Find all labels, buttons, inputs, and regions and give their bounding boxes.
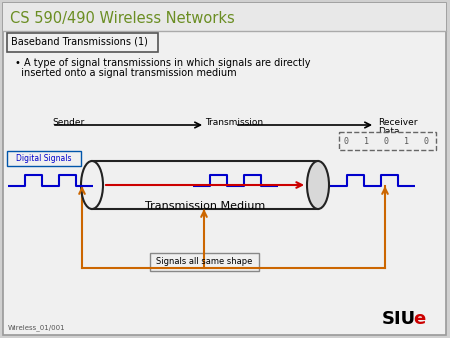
Ellipse shape — [307, 161, 329, 209]
Text: Transmission Medium: Transmission Medium — [145, 201, 265, 211]
Text: SIU: SIU — [382, 310, 416, 328]
FancyBboxPatch shape — [7, 151, 81, 166]
Text: 0   1   0   1   0: 0 1 0 1 0 — [345, 137, 429, 145]
Bar — [3, 3, 446, 31]
Text: Digital Signals: Digital Signals — [16, 154, 72, 163]
Text: e: e — [413, 310, 425, 328]
Text: Wireless_01/001: Wireless_01/001 — [8, 324, 66, 331]
Text: Receiver: Receiver — [378, 118, 418, 127]
Text: • A type of signal transmissions in which signals are directly: • A type of signal transmissions in whic… — [15, 58, 310, 68]
Text: Transmission: Transmission — [205, 118, 263, 127]
FancyBboxPatch shape — [6, 32, 158, 51]
Ellipse shape — [81, 161, 103, 209]
Text: Baseband Transmissions (1): Baseband Transmissions (1) — [11, 37, 148, 47]
Text: Signals all same shape: Signals all same shape — [156, 258, 252, 266]
Bar — [92, 161, 318, 209]
Text: inserted onto a signal transmission medium: inserted onto a signal transmission medi… — [15, 68, 237, 78]
Text: CS 590/490 Wireless Networks: CS 590/490 Wireless Networks — [10, 11, 235, 26]
FancyBboxPatch shape — [150, 253, 259, 271]
Text: Sender: Sender — [52, 118, 84, 127]
FancyBboxPatch shape — [339, 132, 436, 150]
Text: Data: Data — [378, 127, 400, 136]
